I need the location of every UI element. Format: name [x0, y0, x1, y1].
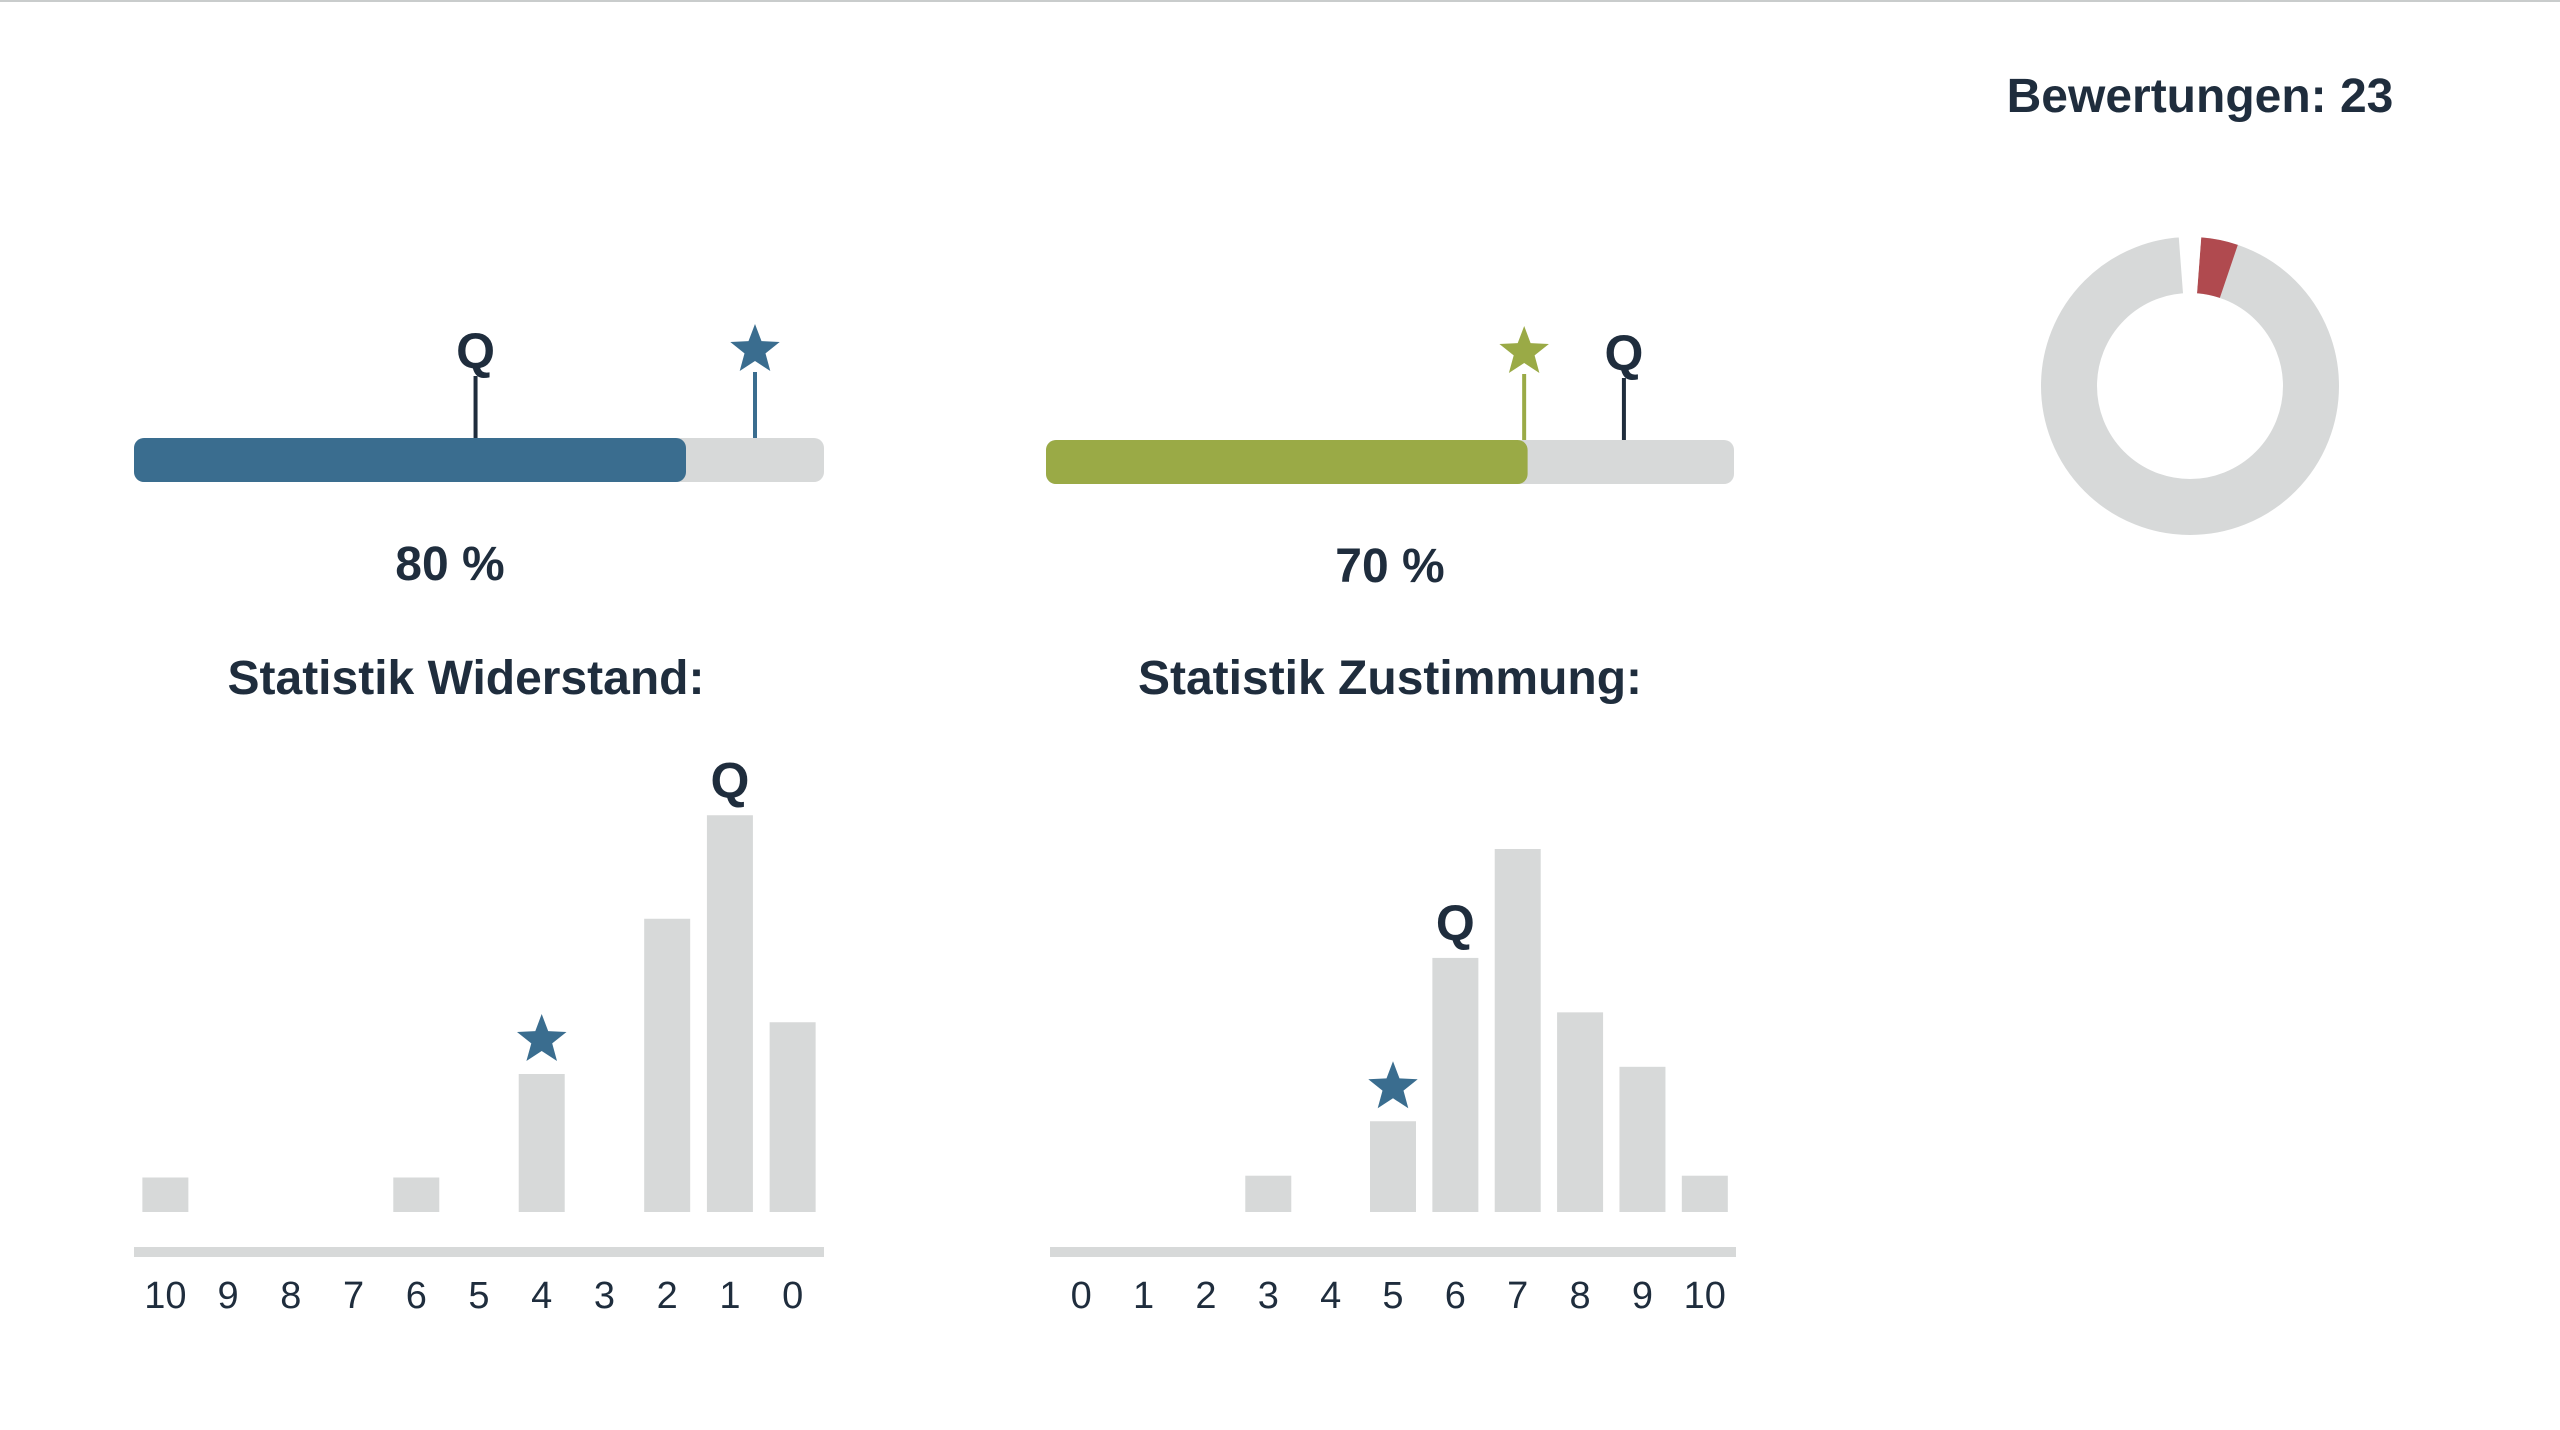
- tick-label-9: 9: [218, 1275, 239, 1317]
- tick-label-7: 7: [1507, 1275, 1528, 1317]
- x-axis-line: [1050, 1247, 1736, 1257]
- tick-label-5: 5: [1382, 1275, 1403, 1317]
- donut-track: [2041, 237, 2339, 535]
- rating-count-label: Bewertungen: 23: [2007, 70, 2394, 123]
- q-marker-label: Q: [1604, 325, 1643, 381]
- tick-label-1: 1: [719, 1275, 740, 1317]
- star-icon: [730, 324, 780, 371]
- tick-label-8: 8: [280, 1275, 301, 1317]
- x-axis-line: [134, 1247, 824, 1257]
- bar-10: [142, 1177, 189, 1212]
- bar-9: [1619, 1066, 1666, 1212]
- star-icon: [1368, 1061, 1418, 1109]
- tick-label-6: 6: [1445, 1275, 1466, 1317]
- bar-5: [1370, 1121, 1416, 1212]
- tick-label-9: 9: [1632, 1275, 1653, 1317]
- q-marker-label: Q: [710, 752, 749, 808]
- bar-7: [1494, 849, 1541, 1212]
- tick-label-8: 8: [1570, 1275, 1591, 1317]
- progress-zustimmung-label: 70 %: [1335, 540, 1444, 593]
- progress-zustimmung: Q: [1046, 325, 1734, 484]
- star-icon: [1499, 326, 1549, 373]
- tick-label-6: 6: [406, 1275, 427, 1317]
- chart-widerstand: 10 9 8 7 6 5 4 3 2 1 Q 0: [134, 752, 824, 1317]
- tick-label-10: 10: [144, 1275, 186, 1317]
- bar-4: [518, 1074, 565, 1212]
- progress-widerstand: Q: [134, 323, 824, 482]
- top-divider: [0, 0, 2560, 2]
- tick-label-5: 5: [468, 1275, 489, 1317]
- tick-label-4: 4: [531, 1275, 552, 1317]
- bar-6: [393, 1177, 440, 1212]
- q-marker-label: Q: [456, 323, 495, 379]
- bar-6: [1432, 957, 1479, 1212]
- progress-fill: [1046, 440, 1528, 484]
- tick-label-2: 2: [1195, 1275, 1216, 1317]
- tick-label-1: 1: [1133, 1275, 1154, 1317]
- progress-fill: [134, 438, 686, 482]
- tick-label-7: 7: [343, 1275, 364, 1317]
- tick-label-2: 2: [657, 1275, 678, 1317]
- chart-zustimmung: 0 1 2 3 4 5 6 Q 7 8 9 10: [1050, 849, 1736, 1317]
- bar-1: [706, 815, 753, 1212]
- bar-0: [769, 1022, 816, 1212]
- tick-label-0: 0: [782, 1275, 803, 1317]
- tick-label-0: 0: [1071, 1275, 1092, 1317]
- bar-2: [644, 918, 691, 1212]
- q-marker-label: Q: [1436, 895, 1475, 951]
- bar-10: [1681, 1175, 1728, 1212]
- bar-8: [1557, 1012, 1604, 1212]
- tick-label-4: 4: [1320, 1275, 1341, 1317]
- chart-zustimmung-title: Statistik Zustimmung:: [1138, 652, 1642, 705]
- tick-label-10: 10: [1684, 1275, 1726, 1317]
- rating-donut: [2041, 236, 2339, 535]
- tick-label-3: 3: [1258, 1275, 1279, 1317]
- tick-label-3: 3: [594, 1275, 615, 1317]
- donut-segment: [2196, 237, 2238, 299]
- chart-widerstand-title: Statistik Widerstand:: [228, 652, 705, 705]
- progress-widerstand-label: 80 %: [395, 538, 504, 591]
- star-icon: [517, 1014, 567, 1061]
- bar-3: [1245, 1175, 1292, 1212]
